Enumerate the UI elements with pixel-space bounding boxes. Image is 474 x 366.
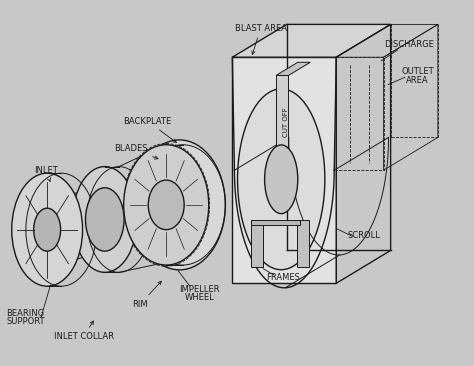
Text: OUTLET: OUTLET (401, 67, 434, 76)
Ellipse shape (85, 188, 124, 251)
Ellipse shape (124, 145, 209, 265)
Ellipse shape (34, 208, 61, 251)
Ellipse shape (12, 173, 82, 286)
Text: BLADES: BLADES (114, 144, 158, 159)
Ellipse shape (237, 89, 325, 270)
Text: BACKPLATE: BACKPLATE (123, 116, 176, 142)
Text: SUPPORT: SUPPORT (6, 317, 45, 326)
Bar (251, 220, 300, 224)
Text: IMPELLER: IMPELLER (179, 285, 219, 294)
Ellipse shape (264, 145, 298, 214)
Ellipse shape (73, 167, 137, 272)
Bar (251, 220, 263, 268)
Bar (336, 57, 383, 170)
Text: RIM: RIM (132, 281, 161, 309)
Text: SCROLL: SCROLL (347, 231, 380, 240)
Polygon shape (336, 25, 391, 283)
Bar (232, 57, 336, 283)
Bar (297, 220, 309, 268)
Text: DISCHARGE: DISCHARGE (384, 40, 435, 49)
Text: CUT OFF: CUT OFF (283, 108, 290, 137)
Text: BLAST AREA: BLAST AREA (235, 23, 287, 55)
Text: INLET: INLET (34, 166, 58, 182)
Ellipse shape (148, 180, 184, 230)
Text: WHEEL: WHEEL (184, 294, 214, 302)
Text: BEARING: BEARING (6, 309, 45, 318)
Polygon shape (276, 62, 310, 75)
Text: FRAMES: FRAMES (266, 273, 301, 282)
Bar (276, 75, 289, 193)
Text: INLET COLLAR: INLET COLLAR (54, 321, 114, 341)
Text: AREA: AREA (406, 76, 429, 85)
Polygon shape (232, 25, 391, 57)
Ellipse shape (134, 140, 225, 270)
